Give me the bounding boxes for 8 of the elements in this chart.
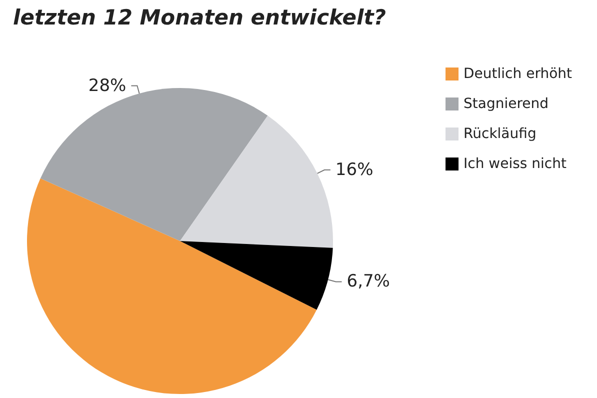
chart-title: letzten 12 Monaten entwickelt? — [13, 6, 386, 30]
data-label: 28% — [88, 76, 126, 96]
legend-label: Ich weiss nicht — [464, 156, 567, 172]
legend-label: Stagnierend — [464, 96, 549, 112]
data-label: 16% — [335, 160, 374, 180]
legend-label: Rückläufig — [464, 126, 536, 142]
data-label: 6,7% — [346, 272, 390, 292]
legend-label: Deutlich erhöht — [464, 66, 573, 82]
